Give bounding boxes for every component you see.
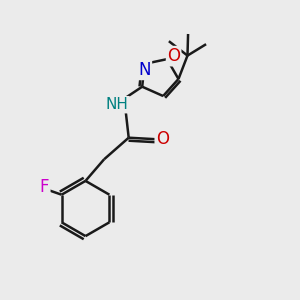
Text: F: F [40,178,49,196]
Text: N: N [138,61,151,79]
Text: O: O [167,47,180,65]
Text: O: O [156,130,169,148]
Text: NH: NH [106,97,129,112]
